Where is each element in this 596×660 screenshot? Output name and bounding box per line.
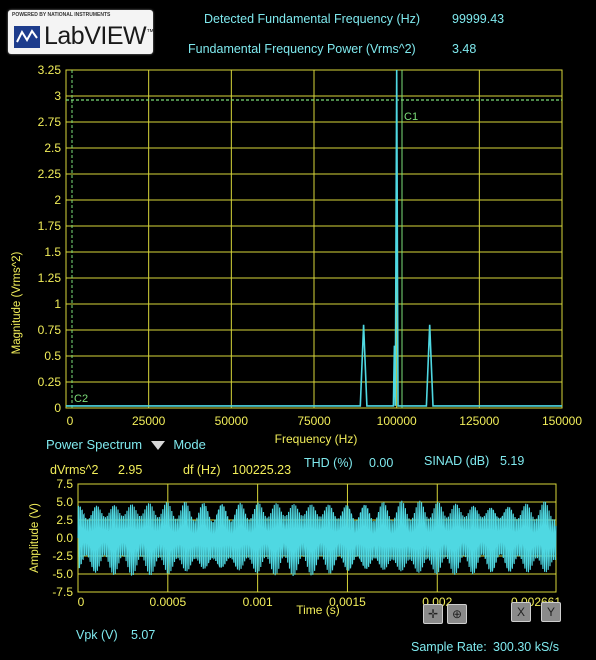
time-y-tick: -2.5	[52, 549, 73, 563]
vpk-label: Vpk (V)	[76, 628, 118, 642]
time-y-tick: 7.5	[56, 478, 73, 491]
time-x-tick: 0.0015	[329, 595, 366, 609]
time-trace	[77, 500, 557, 577]
spectrum-x-tick: 0	[67, 414, 74, 428]
time-domain-graph[interactable]: -7.5 -5.0 -2.5 0.0 2.5 5.0 7.5 0 0.0005 0.001 0.0…	[0, 478, 596, 620]
spectrum-x-tick: 50000	[215, 414, 249, 428]
spectrum-x-tick: 25000	[132, 414, 166, 428]
time-x-axis-label: Time (s)	[296, 603, 340, 617]
sinad-value: 5.19	[500, 454, 525, 468]
fund-power-label: Fundamental Frequency Power (Vrms^2)	[188, 42, 416, 56]
spectrum-y-ticks: 0 0.25 0.5 0.75 1 1.25 1.5 1.75 2 2.25 2.5 2.75 3 3.2…	[38, 63, 62, 415]
dvrms-label: dVrms^2	[50, 463, 99, 477]
spectrum-x-tick: 150000	[542, 414, 582, 428]
thd-value: 0.00	[369, 456, 394, 470]
spectrum-y-tick: 2.25	[38, 167, 62, 181]
time-x-tick: 0.001	[243, 595, 273, 609]
spectrum-y-tick: 3.25	[38, 63, 62, 77]
spectrum-x-ticks: 0 25000 50000 75000 100000 125000 150000	[67, 414, 583, 428]
sample-rate-label: Sample Rate:	[411, 640, 487, 654]
x-scale-lock-icon[interactable]: X	[511, 602, 531, 622]
spectrum-x-tick: 125000	[459, 414, 499, 428]
powered-by-text: POWERED BY NATIONAL INSTRUMENTS	[12, 12, 111, 18]
df-label: df (Hz)	[183, 463, 221, 477]
mode-selector[interactable]: Power Spectrum Mode	[46, 437, 206, 452]
labview-wordmark: LabVIEW™	[44, 22, 154, 50]
spectrum-y-tick: 2.75	[38, 115, 62, 129]
zoom-tool-icon[interactable]: ⊕	[447, 604, 467, 624]
spectrum-x-axis-label: Frequency (Hz)	[275, 432, 358, 446]
cursor-move-tool-icon[interactable]: ✛	[423, 604, 443, 624]
vpk-value: 5.07	[131, 628, 156, 642]
power-spectrum-graph[interactable]: 0 0.25 0.5 0.75 1 1.25 1.5 1.75 2 2.25 2.5 2.75 3 3.2…	[0, 58, 596, 450]
fund-freq-value: 99999.43	[452, 12, 505, 26]
spectrum-y-tick: 3	[54, 89, 61, 103]
cursor-c2-label: C2	[74, 393, 88, 405]
spectrum-y-tick: 0.5	[44, 349, 61, 363]
spectrum-x-tick: 75000	[297, 414, 331, 428]
spectrum-y-tick: 0.75	[38, 323, 62, 337]
fund-power-value: 3.48	[452, 42, 477, 56]
fund-freq-label: Detected Fundamental Frequency (Hz)	[204, 12, 421, 26]
time-y-tick: -5.0	[52, 567, 73, 581]
spectrum-y-tick: 1.5	[44, 245, 61, 259]
spectrum-y-tick: 2.5	[44, 141, 61, 155]
time-y-tick: -7.5	[52, 585, 73, 599]
thd-label: THD (%)	[304, 456, 353, 470]
spectrum-y-tick: 1	[54, 297, 61, 311]
time-y-tick: 0.0	[56, 531, 73, 545]
spectrum-y-tick: 2	[54, 193, 61, 207]
spectrum-y-tick: 0.25	[38, 375, 62, 389]
time-y-tick: 2.5	[56, 513, 73, 527]
spectrum-trace	[66, 69, 562, 407]
labview-logo: POWERED BY NATIONAL INSTRUMENTS LabVIEW™	[8, 10, 154, 54]
mode-label: Mode	[173, 437, 206, 452]
time-x-tick: 0.0005	[149, 595, 186, 609]
sinad-label: SINAD (dB)	[424, 454, 490, 468]
mode-selected-value: Power Spectrum	[46, 437, 143, 452]
spectrum-y-axis-label: Magnitude (Vrms^2)	[11, 251, 23, 354]
dvrms-value: 2.95	[118, 463, 143, 477]
time-x-tick: 0	[78, 595, 85, 609]
spectrum-y-tick: 1.75	[38, 219, 62, 233]
spectrum-x-tick: 100000	[377, 414, 417, 428]
sample-rate-value: 300.30 kS/s	[493, 640, 560, 654]
time-y-ticks: -7.5 -5.0 -2.5 0.0 2.5 5.0 7.5	[52, 478, 73, 599]
spectrum-y-tick: 1.25	[38, 271, 62, 285]
cursor-c1-label: C1	[404, 111, 418, 123]
df-value: 100225.23	[232, 463, 292, 477]
time-y-tick: 5.0	[56, 495, 73, 509]
dropdown-arrow-icon	[150, 441, 165, 451]
time-y-axis-label: Amplitude (V)	[29, 503, 41, 573]
y-scale-lock-icon[interactable]: Y	[541, 602, 561, 622]
spectrum-y-tick: 0	[54, 401, 61, 415]
labview-icon	[14, 26, 40, 48]
